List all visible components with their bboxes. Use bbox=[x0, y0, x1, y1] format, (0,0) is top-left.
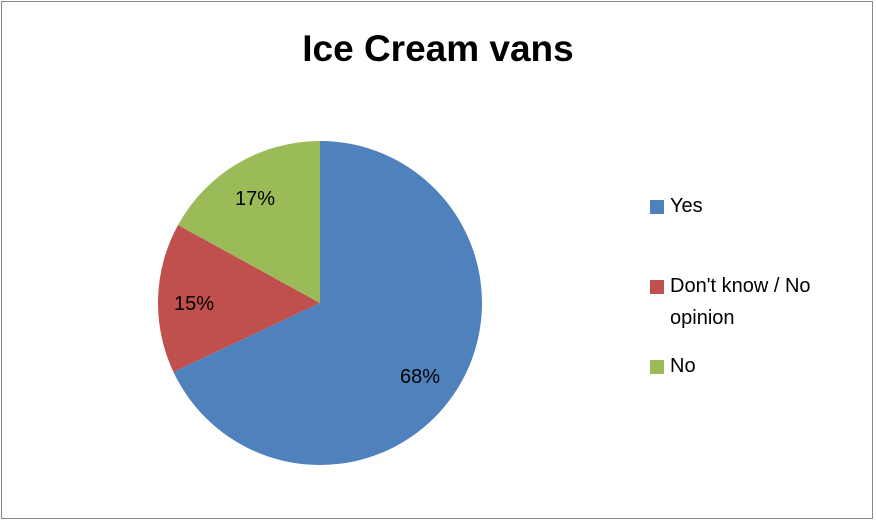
legend-label-dont-know: Don't know / No opinion bbox=[670, 275, 811, 329]
pie-slice-no bbox=[178, 141, 320, 303]
legend-item-yes: Yes bbox=[650, 190, 870, 222]
legend-swatch-yes bbox=[650, 200, 664, 214]
pie-slice-dont-know bbox=[158, 224, 320, 372]
legend-label-no: No bbox=[670, 355, 696, 377]
data-label-yes: 68% bbox=[400, 366, 440, 388]
chart-title: Ice Cream vans bbox=[302, 28, 574, 69]
legend-swatch-dont-know bbox=[650, 280, 664, 294]
legend-item-dont-know: Don't know / No opinion bbox=[650, 270, 870, 334]
pie-slice-yes bbox=[173, 141, 482, 465]
data-label-no: 17% bbox=[235, 188, 275, 210]
legend-item-no: No bbox=[650, 350, 870, 382]
legend-label-yes: Yes bbox=[670, 195, 703, 217]
data-label-dont-know: 15% bbox=[174, 293, 214, 315]
legend-swatch-no bbox=[650, 360, 664, 374]
